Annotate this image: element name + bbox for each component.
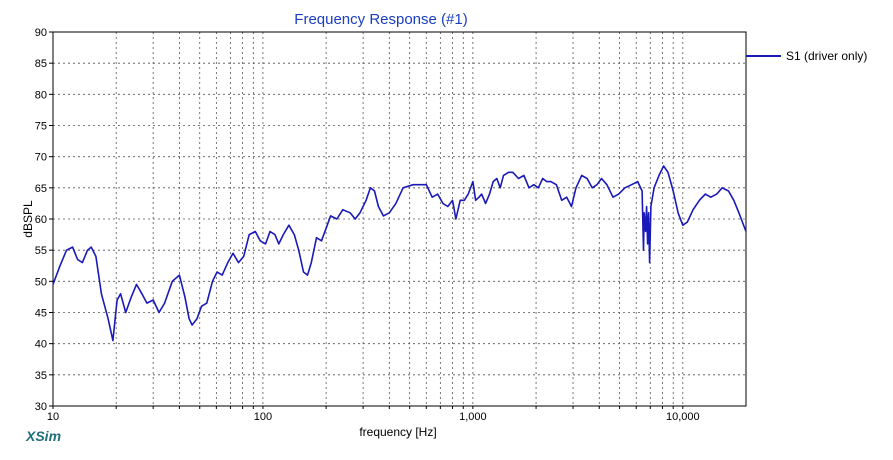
y-tick-label: 65 xyxy=(35,183,47,195)
y-tick-label: 85 xyxy=(35,58,47,70)
series-line-s1 xyxy=(52,165,747,342)
x-axis-label: frequency [Hz] xyxy=(359,425,436,439)
y-tick-label: 90 xyxy=(35,27,47,39)
y-tick-label: 75 xyxy=(35,121,47,133)
y-tick-label: 50 xyxy=(35,276,47,288)
series-layer xyxy=(52,165,747,342)
x-tick-label: 10,000 xyxy=(666,411,700,423)
y-tick-label: 80 xyxy=(35,89,47,101)
chart-title: Frequency Response (#1) xyxy=(294,11,467,28)
y-tick-label: 45 xyxy=(35,308,47,320)
y-tick-label: 40 xyxy=(35,339,47,351)
y-tick-label: 60 xyxy=(35,214,47,226)
x-tick-label: 1,000 xyxy=(459,411,487,423)
x-tick-label: 100 xyxy=(254,411,272,423)
y-axis-label: dBSPL xyxy=(21,200,35,238)
legend-label-s1: S1 (driver only) xyxy=(786,49,867,63)
y-tick-label: 55 xyxy=(35,245,47,257)
axis-ticks: 30 35 40 45 50 55 60 65 70 75 80 85 90 10 100 1,000 10,0… xyxy=(35,27,700,423)
xsim-logo: XSim xyxy=(25,428,61,444)
y-tick-label: 35 xyxy=(35,370,47,382)
y-tick-label: 30 xyxy=(35,401,47,413)
y-tick-label: 70 xyxy=(35,152,47,164)
x-tick-label: 10 xyxy=(47,411,59,423)
legend: S1 (driver only) xyxy=(746,49,867,63)
